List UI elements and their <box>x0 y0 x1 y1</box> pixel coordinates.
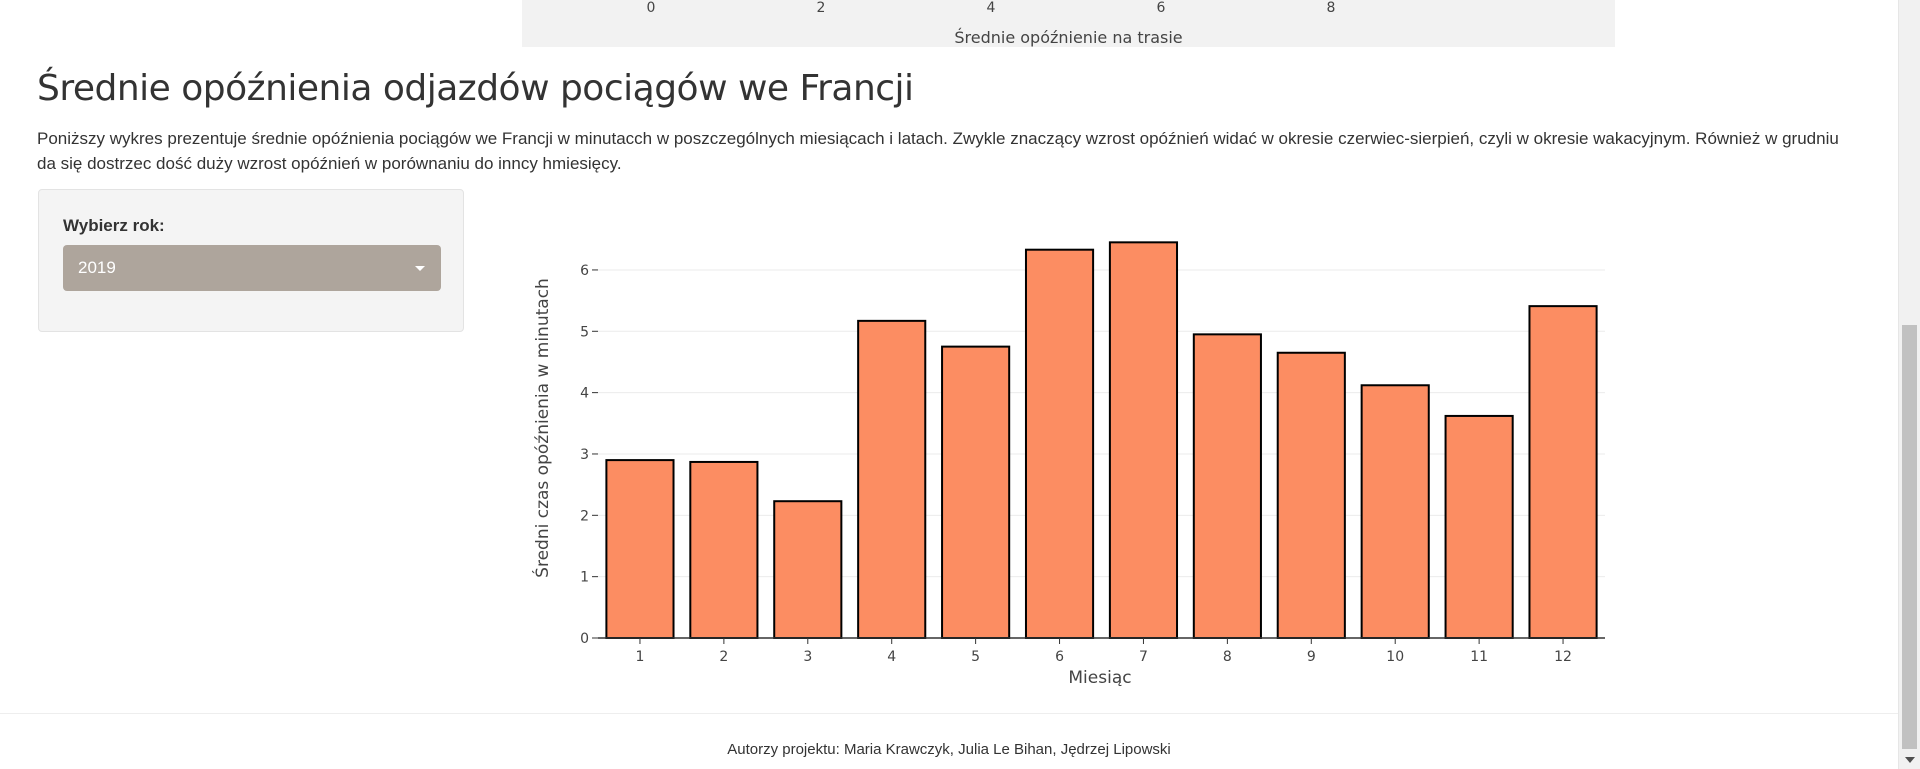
x-tick-label: 2 <box>719 649 728 665</box>
scrollbar-thumb[interactable] <box>1902 325 1917 749</box>
year-filter-panel: Wybierz rok: 2019 <box>38 189 464 332</box>
bar-month-5[interactable] <box>941 345 1011 639</box>
y-tick-label: 5 <box>580 324 589 340</box>
bar-month-3[interactable] <box>773 500 843 639</box>
y-tick-label: 3 <box>580 447 589 463</box>
bar-month-9[interactable] <box>1276 351 1346 639</box>
footer-authors: Autorzy projektu: Maria Krawczyk, Julia … <box>727 741 1171 758</box>
year-select[interactable]: 2019 <box>63 245 441 291</box>
y-tick-label: 0 <box>580 631 589 647</box>
y-tick-label: 1 <box>580 570 589 586</box>
bar-month-8[interactable] <box>1192 333 1262 639</box>
x-tick-label: 3 <box>803 649 812 665</box>
x-tick-label: 12 <box>1554 649 1572 665</box>
bar-month-4[interactable] <box>857 319 927 639</box>
y-tick-label: 6 <box>580 263 589 279</box>
prev-x-tick-8: 8 <box>1326 0 1336 16</box>
x-tick-label: 1 <box>635 649 644 665</box>
bar-month-2[interactable] <box>689 460 759 639</box>
prev-x-tick-0: 0 <box>646 0 656 16</box>
year-select-value: 2019 <box>78 258 116 277</box>
scroll-down-arrow-icon[interactable] <box>1905 757 1915 763</box>
vertical-scrollbar[interactable] <box>1898 0 1920 769</box>
y-axis-title: Średni czas opóźnienia w minutach <box>531 278 553 578</box>
year-select-label: Wybierz rok: <box>63 216 165 235</box>
prev-x-tick-4: 4 <box>986 0 996 16</box>
chart-bars <box>605 241 1598 640</box>
x-tick-label: 9 <box>1307 649 1316 665</box>
prev-x-tick-2: 2 <box>816 0 826 16</box>
chevron-down-icon <box>415 266 425 271</box>
bar-month-10[interactable] <box>1360 384 1430 640</box>
x-tick-label: 8 <box>1223 649 1232 665</box>
bar-month-12[interactable] <box>1528 305 1598 639</box>
page-description: Poniższy wykres prezentuje średnie opóźn… <box>37 129 1839 173</box>
x-tick-label: 10 <box>1386 649 1404 665</box>
prev-x-tick-6: 6 <box>1156 0 1166 16</box>
x-tick-label: 7 <box>1139 649 1148 665</box>
prev-x-axis-title: Średnie opóźnienie na trasie <box>954 28 1183 47</box>
bar-month-6[interactable] <box>1024 248 1095 639</box>
bar-month-11[interactable] <box>1444 414 1514 639</box>
x-tick-label: 6 <box>1055 649 1064 665</box>
footer-divider <box>0 713 1898 714</box>
chart-gridlines <box>598 269 1605 578</box>
previous-plot-bottom: 0 2 4 6 8 Średnie opóźnienie na trasie <box>522 0 1615 47</box>
x-tick-label: 11 <box>1470 649 1488 665</box>
x-tick-label: 5 <box>971 649 980 665</box>
x-axis-title: Miesiąc <box>1068 668 1131 688</box>
bar-month-1[interactable] <box>605 459 675 640</box>
bar-month-7[interactable] <box>1108 241 1179 639</box>
y-tick-label: 4 <box>580 386 589 402</box>
page-title: Średnie opóźnienia odjazdów pociągów we … <box>37 68 914 109</box>
x-tick-label: 4 <box>887 649 896 665</box>
y-tick-label: 2 <box>580 508 589 524</box>
